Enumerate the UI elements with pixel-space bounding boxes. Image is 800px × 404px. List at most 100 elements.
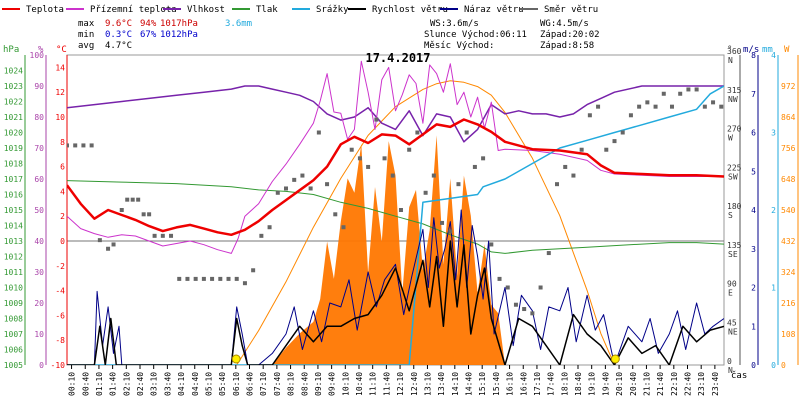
x-tick-label-38: 19:10 bbox=[588, 372, 597, 396]
temperature-tick-12: 14 bbox=[55, 63, 65, 72]
radiation-tick-5: 540 bbox=[781, 206, 796, 215]
radiation-tick-9: 972 bbox=[781, 82, 796, 91]
humidity-unit: % bbox=[38, 45, 44, 55]
pressure-tick-15: 1020 bbox=[4, 129, 23, 138]
direction-point bbox=[366, 164, 371, 169]
x-tick-label-32: 16:10 bbox=[506, 372, 515, 396]
x-tick-label-24: 12:10 bbox=[396, 372, 405, 396]
direction-point bbox=[147, 212, 152, 217]
radiation-tick-0: 0 bbox=[781, 361, 786, 370]
rain-tick-2: 2 bbox=[771, 206, 776, 215]
x-axis: 00:10 00:40 01:10 01:40 02:10 02:40 03:10 03:40… bbox=[68, 372, 720, 396]
x-tick-label-39: 19:40 bbox=[601, 372, 610, 396]
direction-tick-1: 45 bbox=[727, 318, 737, 327]
radiation-tick-3: 324 bbox=[781, 268, 796, 277]
sunset-marker bbox=[610, 354, 620, 364]
direction-point bbox=[604, 147, 609, 152]
series-p-zemn-teplota bbox=[67, 60, 724, 254]
humidity-tick-2: 20 bbox=[34, 299, 44, 308]
x-tick-label-47: 23:40 bbox=[711, 372, 720, 396]
direction-point bbox=[513, 302, 518, 307]
x-tick-label-2: 01:10 bbox=[95, 372, 104, 396]
x-tick-label-25: 12:40 bbox=[410, 372, 419, 396]
x-tick-label-18: 09:10 bbox=[314, 372, 323, 396]
direction-point bbox=[571, 173, 576, 178]
direction-point bbox=[300, 173, 305, 178]
x-tick-label-22: 11:10 bbox=[369, 372, 378, 396]
direction-point bbox=[141, 212, 146, 217]
direction-tick-8: 360 bbox=[727, 47, 742, 56]
direction-tick-5: 225 bbox=[727, 163, 742, 172]
direction-point bbox=[456, 182, 461, 187]
temperature-tick-4: -2 bbox=[55, 262, 65, 271]
x-tick-label-11: 05:40 bbox=[218, 372, 227, 396]
stats-avg-label: avg bbox=[78, 41, 94, 51]
x-axis-label: čas bbox=[731, 370, 747, 381]
direction-point bbox=[259, 233, 264, 238]
pressure-tick-11: 1016 bbox=[4, 191, 23, 200]
direction-letter-4: S bbox=[728, 211, 733, 220]
stats-max-pressure: 1017hPa bbox=[160, 19, 198, 29]
x-tick-label-16: 08:10 bbox=[287, 372, 296, 396]
wind-tick-7: 7 bbox=[751, 90, 756, 99]
direction-point bbox=[398, 208, 403, 212]
direction-tick-3: 135 bbox=[727, 241, 742, 250]
x-tick-label-46: 23:10 bbox=[697, 372, 706, 396]
stats-moonset: Západ:8:58 bbox=[540, 41, 594, 51]
stats-min-temp: 0.3°C bbox=[105, 30, 132, 40]
direction-point bbox=[97, 238, 102, 243]
direction-point bbox=[292, 177, 297, 182]
x-tick-label-6: 03:10 bbox=[150, 372, 159, 396]
pressure-tick-5: 1010 bbox=[4, 284, 23, 293]
direction-letter-2: E bbox=[728, 289, 733, 298]
direction-point bbox=[89, 143, 94, 148]
x-tick-label-15: 07:40 bbox=[273, 372, 282, 396]
sun-markers bbox=[231, 354, 620, 364]
legend-label-1: Přízemní teplota bbox=[90, 5, 177, 15]
legend: Teplota Přízemní teplota Vlhkost Tlak Srážky… bbox=[2, 5, 598, 15]
rain-tick-0: 0 bbox=[771, 361, 776, 370]
direction-point bbox=[415, 130, 420, 135]
direction-point bbox=[481, 156, 486, 161]
direction-letter-0: N bbox=[728, 366, 733, 375]
temperature-tick-6: 2 bbox=[60, 212, 65, 221]
x-tick-label-30: 15:10 bbox=[478, 372, 487, 396]
direction-point bbox=[489, 242, 494, 247]
direction-point bbox=[210, 276, 215, 281]
direction-point bbox=[81, 143, 86, 148]
direction-point bbox=[464, 130, 469, 135]
wind-tick-5: 5 bbox=[751, 167, 756, 176]
radiation-tick-2: 216 bbox=[781, 299, 796, 308]
direction-point bbox=[448, 229, 453, 234]
direction-letter-6: W bbox=[728, 134, 733, 143]
direction-point bbox=[284, 186, 288, 191]
pressure-tick-4: 1009 bbox=[4, 299, 23, 308]
wind-unit: m/s bbox=[743, 45, 759, 55]
direction-point bbox=[390, 173, 395, 178]
direction-point bbox=[669, 104, 674, 109]
temperature-tick-1: -8 bbox=[55, 336, 65, 345]
rain-tick-3: 3 bbox=[771, 129, 776, 138]
stats-min-label: min bbox=[78, 30, 94, 40]
direction-letter-5: SW bbox=[728, 172, 738, 181]
pressure-tick-12: 1017 bbox=[4, 175, 23, 184]
x-tick-label-13: 06:40 bbox=[246, 372, 255, 396]
direction-point bbox=[242, 281, 247, 286]
pressure-tick-8: 1013 bbox=[4, 237, 23, 246]
direction-point bbox=[177, 276, 182, 281]
direction-point bbox=[349, 147, 354, 152]
direction-point bbox=[407, 147, 412, 152]
pressure-tick-13: 1018 bbox=[4, 160, 23, 169]
humidity-tick-6: 60 bbox=[34, 175, 44, 184]
direction-point bbox=[125, 197, 130, 202]
stats-avg-temp: 4.7°C bbox=[105, 41, 132, 51]
direction-point bbox=[620, 130, 625, 135]
stats-rain-total: 3.6mm bbox=[225, 19, 252, 29]
stats-moonrise: Měsíc Východ: bbox=[424, 41, 494, 51]
wind-tick-4: 4 bbox=[751, 206, 756, 215]
x-tick-label-12: 06:10 bbox=[232, 372, 241, 396]
humidity-tick-9: 90 bbox=[34, 82, 44, 91]
pressure-unit: hPa bbox=[3, 45, 19, 55]
